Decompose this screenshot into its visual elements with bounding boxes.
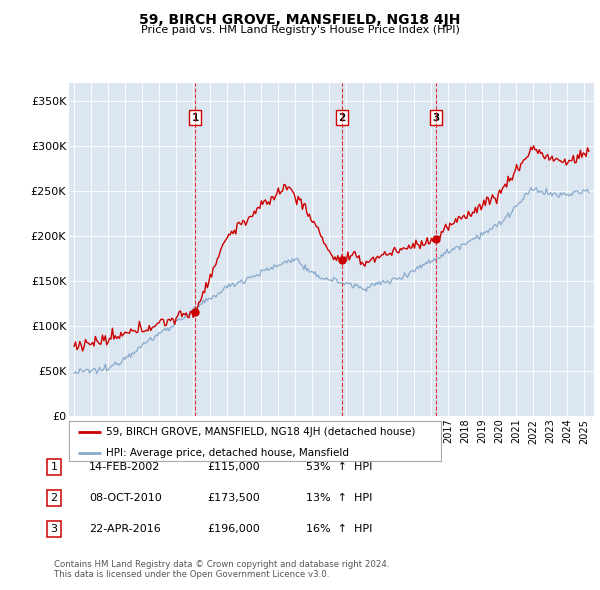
Text: 3: 3 [50, 524, 58, 533]
Text: 16%  ↑  HPI: 16% ↑ HPI [306, 524, 373, 533]
Text: £196,000: £196,000 [207, 524, 260, 533]
Text: 14-FEB-2002: 14-FEB-2002 [89, 463, 160, 472]
Text: 1: 1 [191, 113, 199, 123]
Text: 22-APR-2016: 22-APR-2016 [89, 524, 161, 533]
Text: Contains HM Land Registry data © Crown copyright and database right 2024.
This d: Contains HM Land Registry data © Crown c… [54, 560, 389, 579]
Text: HPI: Average price, detached house, Mansfield: HPI: Average price, detached house, Mans… [106, 448, 349, 458]
Text: £115,000: £115,000 [207, 463, 260, 472]
Text: 2: 2 [50, 493, 58, 503]
Text: 13%  ↑  HPI: 13% ↑ HPI [306, 493, 373, 503]
Text: £173,500: £173,500 [207, 493, 260, 503]
Text: Price paid vs. HM Land Registry's House Price Index (HPI): Price paid vs. HM Land Registry's House … [140, 25, 460, 35]
Text: 1: 1 [50, 463, 58, 472]
Text: 08-OCT-2010: 08-OCT-2010 [89, 493, 161, 503]
Text: 59, BIRCH GROVE, MANSFIELD, NG18 4JH (detached house): 59, BIRCH GROVE, MANSFIELD, NG18 4JH (de… [106, 427, 416, 437]
Text: 2: 2 [338, 113, 346, 123]
Text: 53%  ↑  HPI: 53% ↑ HPI [306, 463, 373, 472]
Text: 59, BIRCH GROVE, MANSFIELD, NG18 4JH: 59, BIRCH GROVE, MANSFIELD, NG18 4JH [139, 13, 461, 27]
Text: 3: 3 [433, 113, 440, 123]
